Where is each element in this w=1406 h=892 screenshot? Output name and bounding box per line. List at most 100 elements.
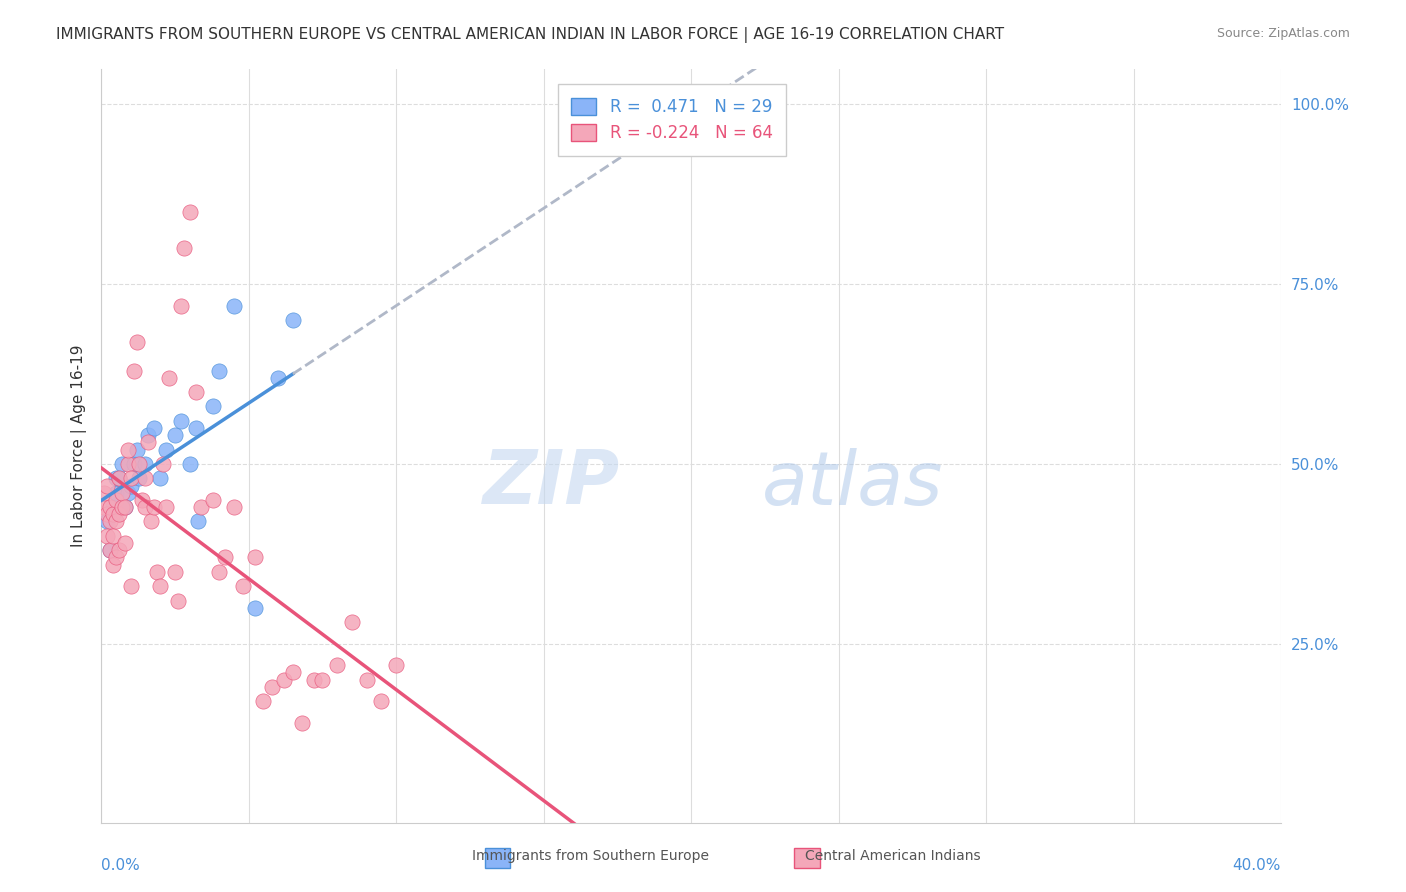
Point [163,428,186,442]
Point [208,363,231,377]
Point [104,550,127,565]
Text: Immigrants from Southern Europe: Immigrants from Southern Europe [472,849,709,863]
Point [136,435,159,450]
Point [146,565,169,579]
Point [155,500,177,515]
Point [340,615,363,629]
Point [120,579,142,593]
Text: ZIP: ZIP [484,447,620,520]
Point [163,565,186,579]
Point [202,492,225,507]
Point [114,500,136,515]
Point [101,558,124,572]
Point [128,457,150,471]
Point [170,414,193,428]
Point [117,442,139,457]
Point [202,400,225,414]
Point [187,515,209,529]
Text: Source: ZipAtlas.com: Source: ZipAtlas.com [1216,27,1350,40]
Point [143,421,166,435]
Point [98,543,121,558]
Point [114,536,136,550]
Point [98,500,121,515]
Point [149,471,172,485]
Text: Central American Indians: Central American Indians [806,849,980,863]
Point [143,500,166,515]
Point [311,673,333,687]
Point [222,299,245,313]
Text: IMMIGRANTS FROM SOUTHERN EUROPE VS CENTRAL AMERICAN INDIAN IN LABOR FORCE | AGE : IMMIGRANTS FROM SOUTHERN EUROPE VS CENTR… [56,27,1004,43]
Point [120,478,142,492]
Point [98,515,121,529]
Point [243,600,266,615]
Point [152,457,174,471]
Point [131,492,153,507]
Point [125,334,148,349]
Y-axis label: In Labor Force | Age 16-19: In Labor Force | Age 16-19 [72,344,87,548]
Point [214,550,236,565]
Point [104,485,127,500]
Point [136,428,159,442]
Point [93,485,115,500]
Point [184,421,207,435]
FancyBboxPatch shape [485,848,510,868]
Point [111,485,134,500]
Point [101,500,124,515]
Point [179,205,201,219]
Point [302,673,325,687]
Point [190,500,212,515]
Point [208,565,231,579]
Text: 40.0%: 40.0% [1233,858,1281,873]
Text: 0.0%: 0.0% [101,858,139,873]
Point [157,370,180,384]
Point [166,593,188,607]
Point [222,500,245,515]
Point [104,492,127,507]
Point [120,471,142,485]
Point [101,529,124,543]
Point [104,515,127,529]
Point [108,471,131,485]
Point [111,457,134,471]
Point [122,457,145,471]
Point [96,478,118,492]
Point [243,550,266,565]
Point [173,241,195,255]
Point [149,579,172,593]
Point [93,500,115,515]
Point [134,500,156,515]
Point [281,665,304,680]
Point [179,457,201,471]
Point [134,471,156,485]
Point [232,579,254,593]
Point [273,673,295,687]
Point [281,313,304,327]
Point [184,385,207,400]
Point [117,457,139,471]
Point [141,515,163,529]
Point [96,529,118,543]
Point [101,508,124,522]
Point [252,694,274,708]
Point [291,715,314,730]
FancyBboxPatch shape [794,848,820,868]
Point [122,363,145,377]
Point [356,673,378,687]
Point [98,543,121,558]
Point [170,299,193,313]
Point [96,515,118,529]
Point [108,471,131,485]
Point [370,694,392,708]
Point [114,500,136,515]
Point [134,457,156,471]
Point [267,370,290,384]
Point [326,658,349,673]
Text: atlas: atlas [762,448,943,520]
Point [104,471,127,485]
Point [96,508,118,522]
Legend: R =  0.471   N = 29, R = -0.224   N = 64: R = 0.471 N = 29, R = -0.224 N = 64 [558,85,786,156]
Point [108,543,131,558]
Point [111,500,134,515]
Point [262,680,284,694]
Point [385,658,408,673]
